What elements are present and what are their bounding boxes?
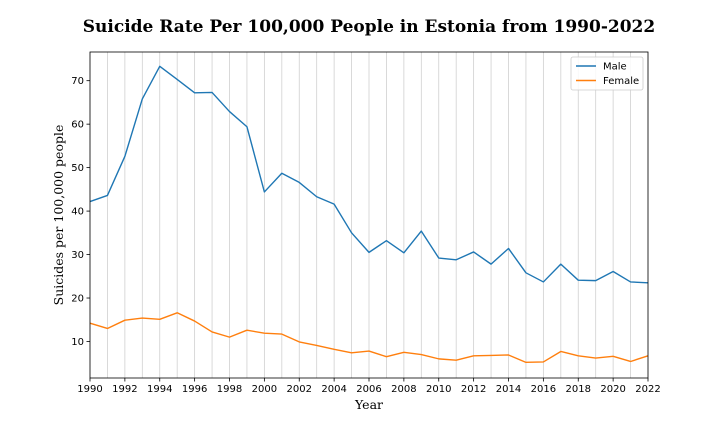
x-tick-label: 2018 (566, 384, 591, 395)
x-tick-label: 2000 (252, 384, 277, 395)
x-tick-label: 2008 (391, 384, 416, 395)
x-tick-label: 2016 (531, 384, 556, 395)
grid-lines (89, 52, 649, 378)
x-tick-label: 2022 (635, 384, 660, 395)
legend: Male Female (570, 56, 644, 91)
y-tick-label: 70 (71, 76, 84, 87)
y-tick-label: 50 (71, 163, 84, 174)
y-tick-label: 40 (71, 207, 84, 218)
x-axis-label: Year (354, 397, 383, 412)
y-tick-label: 60 (71, 120, 84, 131)
series-line-male (89, 65, 649, 284)
x-tick-label: 1990 (77, 384, 102, 395)
x-tick-label: 1996 (182, 384, 207, 395)
y-tick-label: 20 (71, 294, 84, 305)
x-tick-label: 2002 (287, 384, 312, 395)
x-tick-label: 1998 (217, 384, 242, 395)
x-tick-label: 2012 (461, 384, 486, 395)
y-axis-label: Suicides per 100,000 people (51, 125, 66, 306)
legend-label-female: Female (603, 76, 639, 87)
x-tick-label: 2020 (600, 384, 625, 395)
x-tick-label: 2006 (356, 384, 381, 395)
legend-label-male: Male (603, 62, 627, 73)
x-tick-label: 1994 (147, 384, 172, 395)
x-tick-label: 1992 (112, 384, 137, 395)
y-tick-label: 30 (71, 250, 84, 261)
x-tick-label: 2004 (321, 384, 346, 395)
legend-box (570, 56, 644, 91)
x-tick-label: 2014 (496, 384, 521, 395)
data-series (89, 65, 649, 364)
series-line-female (89, 312, 649, 364)
chart-title: Suicide Rate Per 100,000 People in Eston… (83, 17, 655, 37)
y-tick-label: 10 (71, 337, 84, 348)
x-tick-label: 2010 (426, 384, 451, 395)
axis-ticks: 1990 1992 1994 1996 1998 2000 2002 2004 2006 2008… (71, 76, 660, 395)
